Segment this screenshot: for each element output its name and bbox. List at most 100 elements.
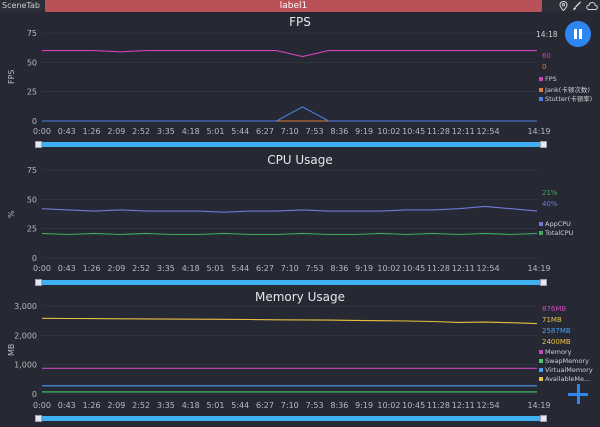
cpu-y-axis-label: % xyxy=(7,210,16,218)
x-tick-label: 2:09 xyxy=(107,127,125,136)
cloud-icon[interactable] xyxy=(586,1,598,11)
fps-value: 60 xyxy=(542,52,551,60)
y-tick-label: 25 xyxy=(27,225,37,234)
x-tick-label: 11:28 xyxy=(427,401,450,410)
x-tick-label: 5:01 xyxy=(206,401,224,410)
x-tick-label: 12:11 xyxy=(452,264,475,273)
legend-memory-label: Memory xyxy=(545,348,572,356)
series-line-appcpu xyxy=(41,205,538,213)
x-tick-end-label: 14:19 xyxy=(527,127,550,136)
x-tick-label: 1:26 xyxy=(83,401,101,410)
memory-slider-track[interactable] xyxy=(41,416,541,421)
legend-appcpu-label: AppCPU xyxy=(545,220,571,228)
pause-button[interactable] xyxy=(565,21,591,47)
x-tick-label: 9:19 xyxy=(355,127,373,136)
legend-jank-label: Jank(卡顿次数) xyxy=(545,86,590,94)
tab-label: label1 xyxy=(279,1,308,11)
y-tick-label: 0 xyxy=(32,117,37,126)
fps-slider-track[interactable] xyxy=(41,142,541,147)
x-tick-label: 5:44 xyxy=(231,127,249,136)
x-tick-label: 0:43 xyxy=(58,401,76,410)
cpu-slider-left-handle[interactable] xyxy=(35,279,42,286)
add-button[interactable] xyxy=(567,383,589,405)
pause-icon xyxy=(574,29,577,39)
virtual-value: 2587MB xyxy=(542,327,571,335)
legend-jank[interactable]: Jank(卡顿次数) xyxy=(539,84,590,94)
legend-availablememory[interactable]: AvailableMe... xyxy=(539,375,590,383)
x-tick-label: 5:44 xyxy=(231,401,249,410)
x-tick-label: 2:52 xyxy=(132,264,150,273)
top-bar: SceneTab label1 xyxy=(0,0,600,12)
series-line-stutter xyxy=(42,106,537,122)
y-tick-label: 2,000 xyxy=(14,331,37,340)
legend-swapmemory-label: SwapMemory xyxy=(545,357,589,365)
series-line-totalcpu xyxy=(41,232,538,236)
x-tick-label: 9:19 xyxy=(355,264,373,273)
x-tick-label: 8:36 xyxy=(330,401,348,410)
x-tick-label: 12:54 xyxy=(476,401,499,410)
x-tick-label: 11:28 xyxy=(427,127,450,136)
x-tick-end-label: 14:19 xyxy=(527,401,550,410)
fps-current-time: 14:18 xyxy=(536,30,558,39)
x-tick-label: 7:10 xyxy=(281,264,299,273)
swap-value: 71MB xyxy=(542,316,562,324)
legend-totalcpu-label: TotalCPU xyxy=(545,229,574,237)
x-tick-label: 4:18 xyxy=(182,264,200,273)
x-tick-label: 0:00 xyxy=(33,264,51,273)
x-tick-label: 1:26 xyxy=(83,264,101,273)
x-tick-label: 3:35 xyxy=(157,127,175,136)
x-tick-label: 0:00 xyxy=(33,401,51,410)
x-tick-label: 8:36 xyxy=(330,264,348,273)
legend-totalcpu[interactable]: TotalCPU xyxy=(539,229,573,237)
x-tick-label: 7:10 xyxy=(281,401,299,410)
cpu-time-slider[interactable] xyxy=(35,279,547,286)
x-tick-label: 7:10 xyxy=(281,127,299,136)
legend-memory[interactable]: Memory xyxy=(539,348,571,356)
memory-value: 876MB xyxy=(542,305,567,313)
x-tick-label: 7:53 xyxy=(306,401,324,410)
y-tick-label: 75 xyxy=(27,166,37,175)
fps-chart-title: FPS xyxy=(289,15,311,29)
x-tick-label: 5:01 xyxy=(206,264,224,273)
series-line-fps xyxy=(42,50,537,58)
x-tick-label: 10:45 xyxy=(402,264,425,273)
legend-fps[interactable]: FPS xyxy=(539,75,557,83)
brush-icon[interactable] xyxy=(572,1,582,11)
available-value: 2400MB xyxy=(542,338,571,346)
top-icons xyxy=(559,0,598,12)
memory-slider-left-handle[interactable] xyxy=(35,415,42,422)
memory-time-slider[interactable] xyxy=(35,415,547,422)
x-tick-label: 10:02 xyxy=(377,264,400,273)
x-tick-label: 0:43 xyxy=(58,127,76,136)
legend-stutter[interactable]: Stutter(卡顿率) xyxy=(539,93,592,103)
x-tick-label: 2:09 xyxy=(107,264,125,273)
y-tick-label: 0 xyxy=(32,254,37,263)
x-tick-label: 7:53 xyxy=(306,127,324,136)
x-tick-label: 4:18 xyxy=(182,127,200,136)
legend-stutter-label: Stutter(卡顿率) xyxy=(545,95,593,103)
x-tick-label: 12:11 xyxy=(452,127,475,136)
tab-label1[interactable]: label1 xyxy=(45,0,542,12)
x-tick-label: 12:54 xyxy=(476,264,499,273)
x-tick-label: 0:00 xyxy=(33,127,51,136)
memory-slider-right-handle[interactable] xyxy=(540,415,547,422)
x-tick-label: 2:52 xyxy=(132,401,150,410)
cpu-slider-right-handle[interactable] xyxy=(540,279,547,286)
location-pin-icon[interactable] xyxy=(559,1,568,11)
legend-appcpu[interactable]: AppCPU xyxy=(539,220,571,228)
x-tick-label: 5:01 xyxy=(206,127,224,136)
fps-time-slider[interactable] xyxy=(35,141,547,148)
fps-slider-right-handle[interactable] xyxy=(540,141,547,148)
y-tick-label: 3,000 xyxy=(14,302,37,311)
app-title: SceneTab xyxy=(2,1,40,10)
cpu-slider-track[interactable] xyxy=(41,280,541,285)
x-tick-label: 4:18 xyxy=(182,401,200,410)
x-tick-label: 10:02 xyxy=(377,127,400,136)
legend-virtualmemory[interactable]: VirtualMemory xyxy=(539,366,593,374)
fps-slider-left-handle[interactable] xyxy=(35,141,42,148)
y-tick-label: 25 xyxy=(27,88,37,97)
memory-chart-title: Memory Usage xyxy=(254,290,345,304)
legend-swapmemory[interactable]: SwapMemory xyxy=(539,357,589,365)
y-tick-label: 0 xyxy=(32,390,37,399)
